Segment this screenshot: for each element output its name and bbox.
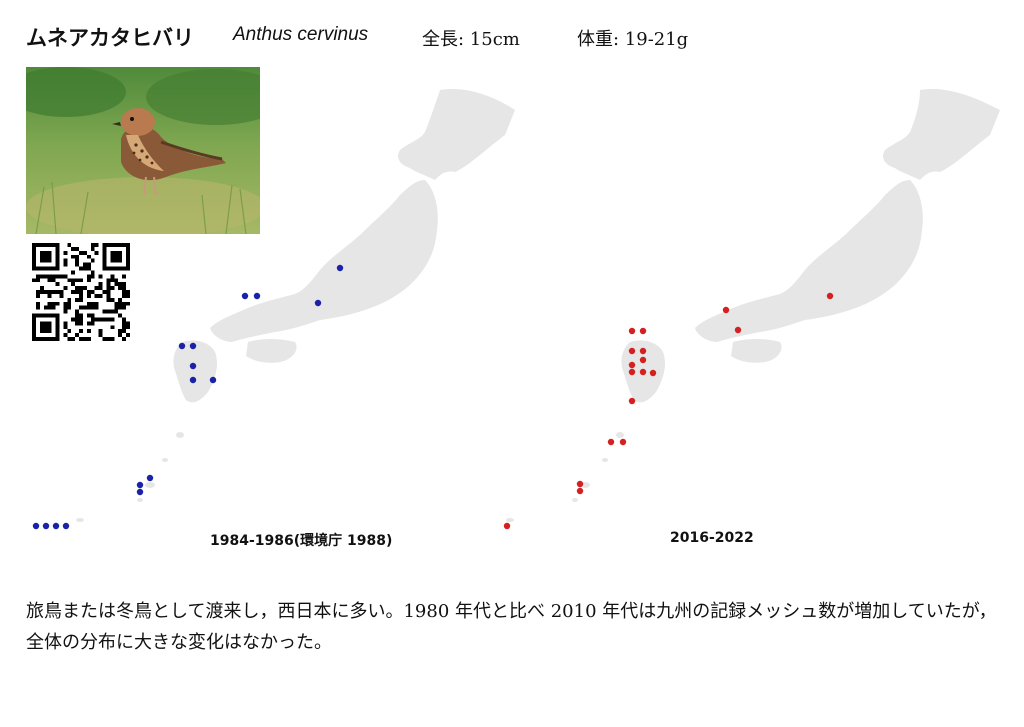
record-dot-1984-1986 [189, 342, 197, 350]
record-dot-2016-2022 [639, 356, 647, 364]
record-dot-1984-1986 [241, 292, 249, 300]
record-dot-1984-1986 [136, 488, 144, 496]
distribution-map-2016-2022 [480, 80, 1010, 540]
record-dot-2016-2022 [628, 347, 636, 355]
record-dot-1984-1986 [189, 376, 197, 384]
record-dot-2016-2022 [639, 327, 647, 335]
record-dot-1984-1986 [189, 362, 197, 370]
record-dot-2016-2022 [503, 522, 511, 530]
record-dot-2016-2022 [734, 326, 742, 334]
record-dot-2016-2022 [722, 306, 730, 314]
record-dot-2016-2022 [619, 438, 627, 446]
record-dot-2016-2022 [826, 292, 834, 300]
japanese-name: ムネアカタヒバリ [26, 26, 194, 50]
distribution-map-1984-1986 [0, 80, 520, 540]
record-dot-2016-2022 [628, 368, 636, 376]
period-label-1984-1986: 1984-1986(環境庁 1988) [210, 533, 393, 549]
body-weight: 体重: 19-21g [577, 29, 689, 50]
record-dot-2016-2022 [628, 397, 636, 405]
period-label-2016-2022: 2016-2022 [670, 530, 754, 546]
body-length: 全長: 15cm [422, 29, 520, 50]
record-dot-1984-1986 [62, 522, 70, 530]
record-dot-2016-2022 [628, 327, 636, 335]
record-dot-1984-1986 [32, 522, 40, 530]
qr-code-icon[interactable] [32, 243, 130, 341]
record-dot-2016-2022 [607, 438, 615, 446]
record-dot-2016-2022 [576, 487, 584, 495]
record-dot-1984-1986 [253, 292, 261, 300]
record-dot-2016-2022 [639, 368, 647, 376]
record-dot-2016-2022 [649, 369, 657, 377]
record-dot-2016-2022 [639, 347, 647, 355]
record-dot-1984-1986 [146, 474, 154, 482]
record-dot-1984-1986 [52, 522, 60, 530]
record-dot-1984-1986 [336, 264, 344, 272]
record-dot-1984-1986 [314, 299, 322, 307]
record-dot-1984-1986 [136, 481, 144, 489]
record-dot-1984-1986 [209, 376, 217, 384]
species-description: 旅鳥または冬鳥として渡来し，西日本に多い。1980 年代と比べ 2010 年代は… [26, 601, 997, 653]
record-dot-2016-2022 [628, 361, 636, 369]
record-dot-1984-1986 [42, 522, 50, 530]
species-header: ムネアカタヒバリ Anthus cervinus 全長: 15cm 体重: 19… [26, 22, 1006, 54]
record-dot-1984-1986 [178, 342, 186, 350]
pipit-bird-photo [26, 67, 260, 234]
record-dot-2016-2022 [576, 480, 584, 488]
scientific-name: Anthus cervinus [233, 24, 369, 45]
